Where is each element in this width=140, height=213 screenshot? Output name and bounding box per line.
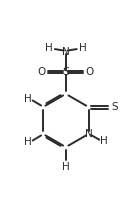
Text: O: O: [38, 67, 46, 77]
Text: N: N: [85, 129, 93, 139]
Text: H: H: [100, 135, 108, 145]
Text: H: H: [45, 43, 52, 53]
Text: H: H: [79, 43, 87, 53]
Text: H: H: [24, 94, 31, 104]
Text: H: H: [24, 137, 31, 147]
Text: H: H: [62, 161, 70, 171]
Text: S: S: [62, 67, 69, 77]
Text: O: O: [86, 67, 94, 77]
Text: S: S: [112, 102, 118, 112]
Text: N: N: [62, 47, 70, 57]
